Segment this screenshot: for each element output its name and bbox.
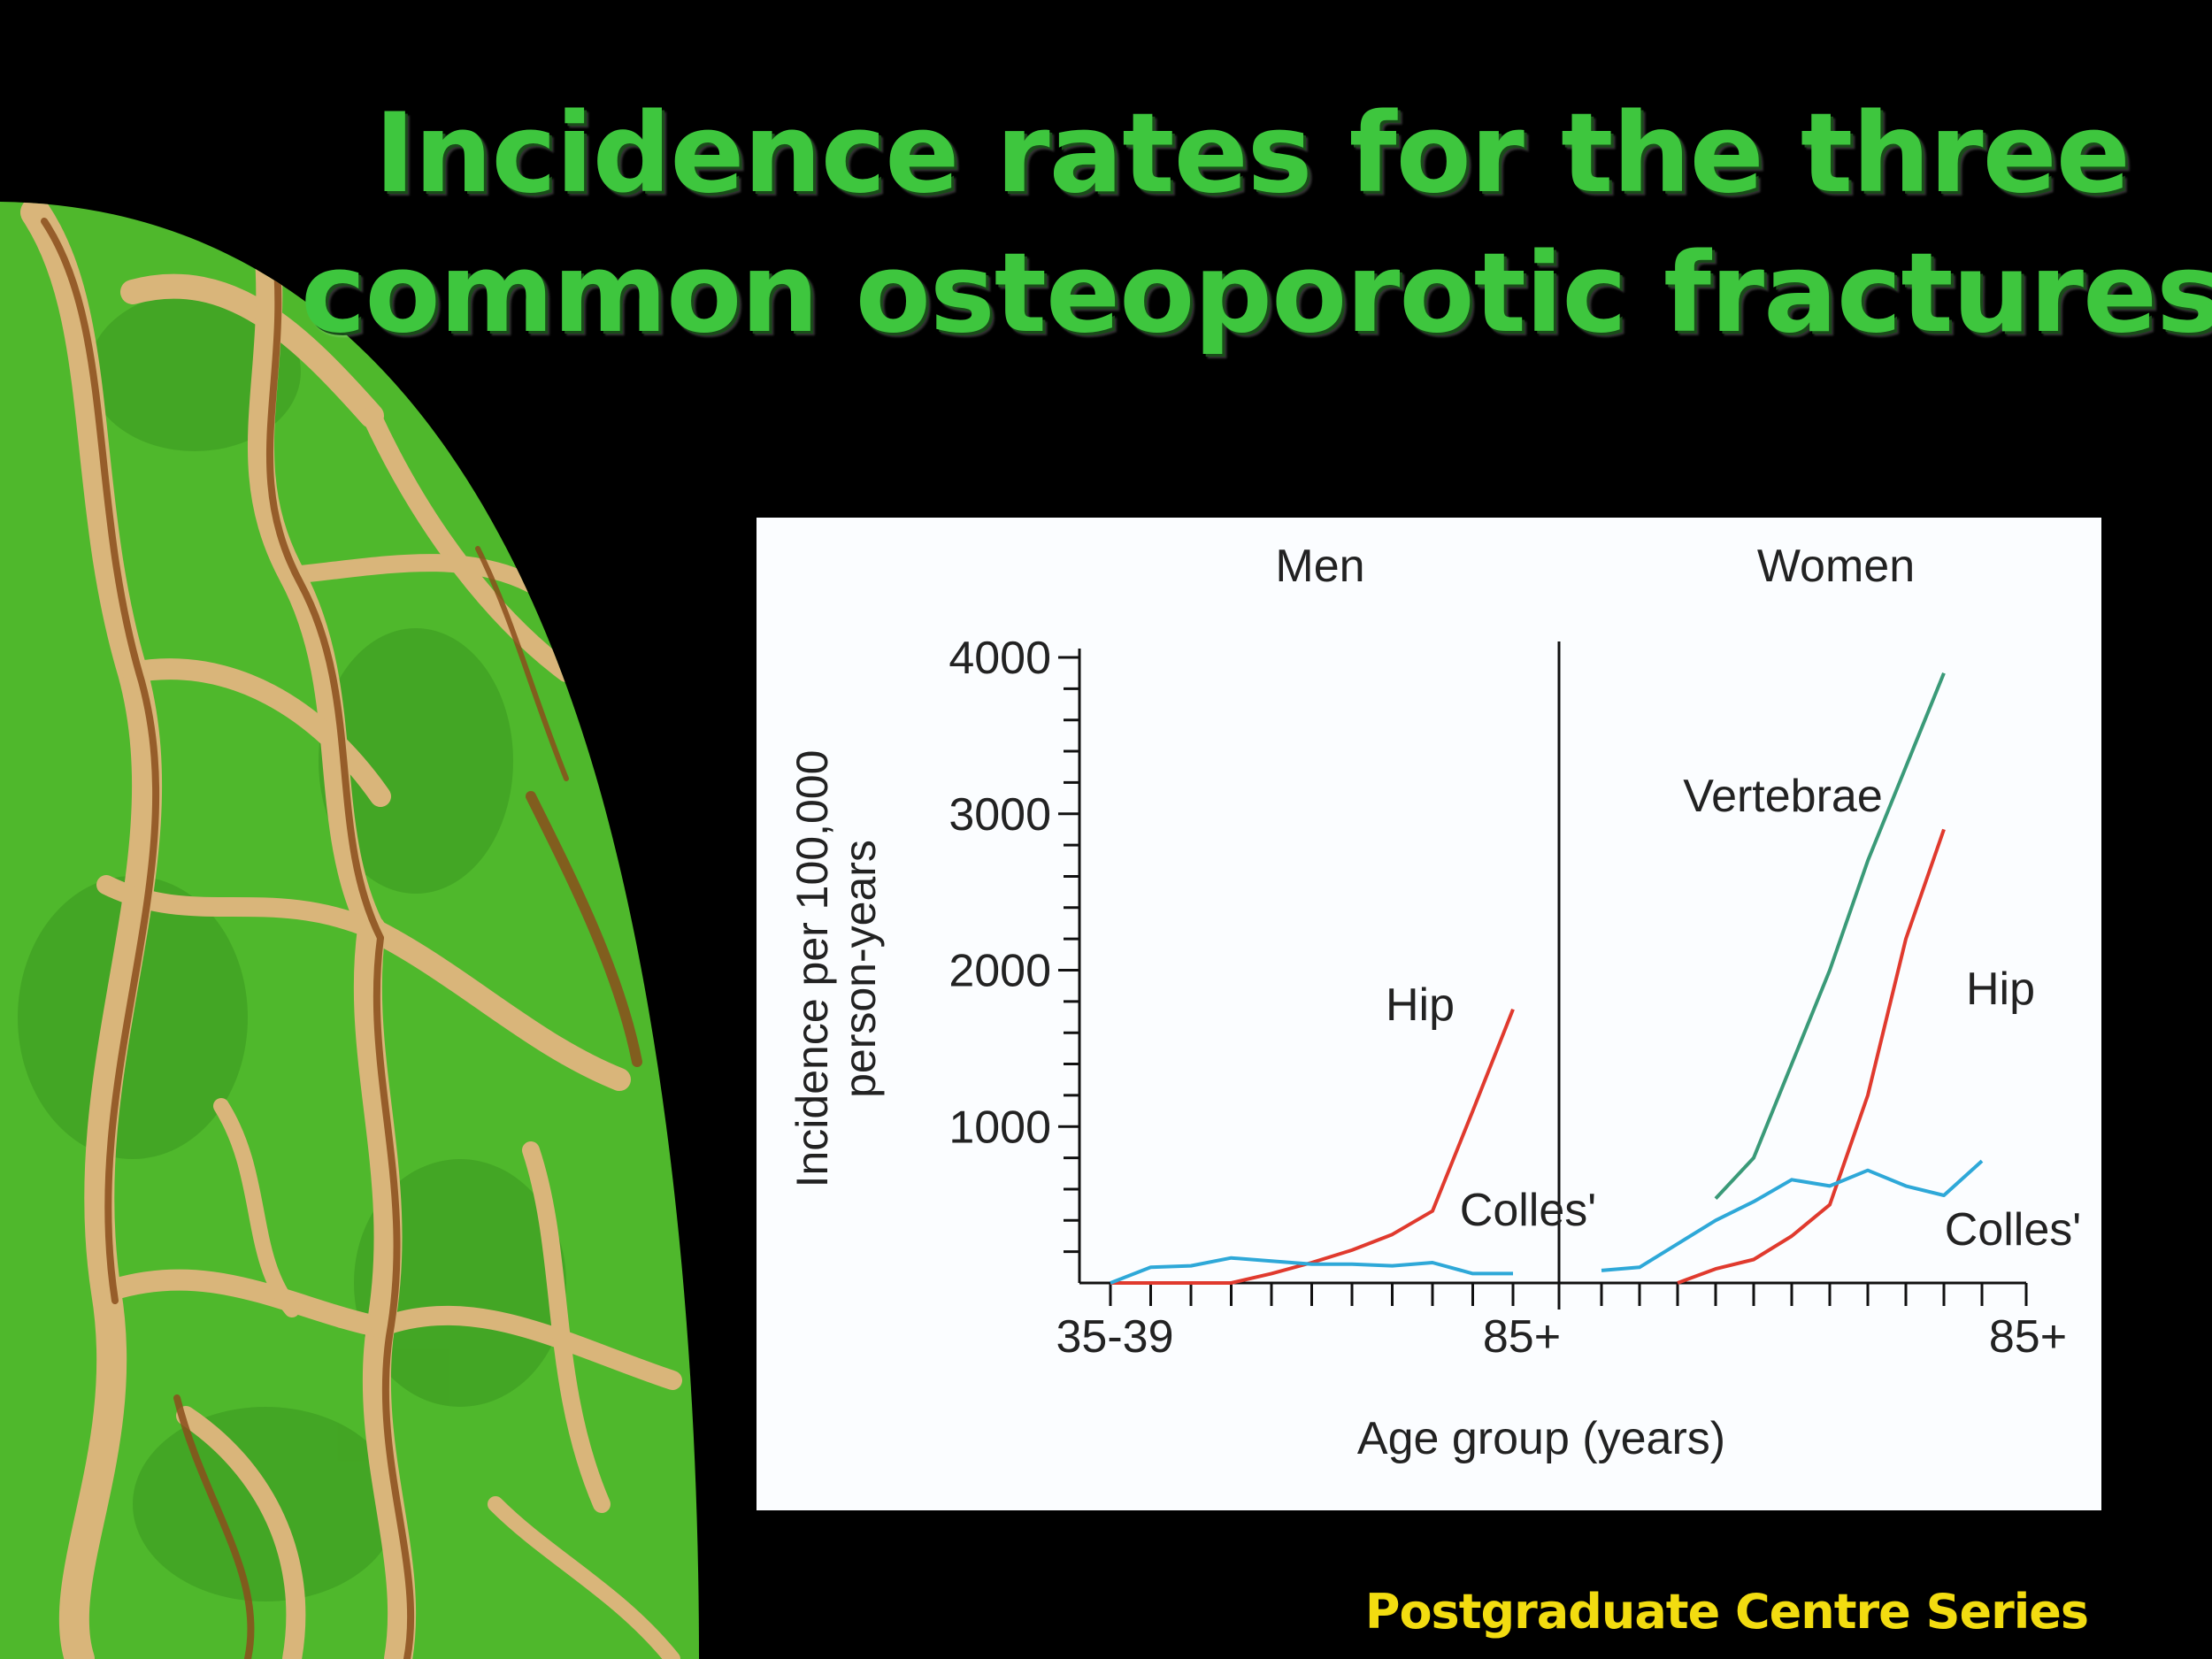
chart-series [1110, 672, 1984, 1285]
y-axis-label: Incidence per 100,000person-years [787, 750, 885, 1188]
series-label-women-hip: Hip [1966, 964, 2035, 1015]
men-hip-line [1110, 1008, 1515, 1285]
incidence-chart: 1000 2000 3000 4000 Men Women Incidence per… [787, 541, 2081, 1464]
series-label-women-vertebrae: Vertebrae [1683, 771, 1883, 822]
x-tick-label-men-first: 35-39 [1056, 1311, 1174, 1363]
series-label-women-colles: Colles' [1945, 1204, 2081, 1256]
x-axis-label: Age group (years) [1357, 1413, 1725, 1464]
panel-title-men: Men [1275, 541, 1364, 592]
women-colles-line [1601, 1159, 1984, 1272]
chart-labels: Men Women Incidence per 100,000person-ye… [787, 541, 2081, 1464]
y-tick-label: 4000 [949, 633, 1051, 684]
slide-title-line-1: Incidence rates for the three [374, 90, 2131, 218]
y-tick-label: 1000 [949, 1102, 1051, 1153]
women-vertebrae-line [1714, 672, 1946, 1200]
series-label-men-colles: Colles' [1460, 1185, 1596, 1236]
footer-series-name: Postgraduate Centre Series [1364, 1584, 2089, 1640]
slide-title-line-2: common osteoporotic fractures [301, 230, 2212, 357]
x-tick-label-men-last: 85+ [1483, 1311, 1561, 1363]
panel-title-women: Women [1757, 541, 1915, 592]
y-tick-label: 2000 [949, 946, 1051, 997]
x-tick-label-women-last: 85+ [1989, 1311, 2067, 1363]
slide-title: Incidence rates for the three common ost… [301, 84, 2212, 364]
series-label-men-hip: Hip [1386, 979, 1455, 1031]
y-tick-label: 3000 [949, 789, 1051, 841]
women-hip-line [1677, 828, 1946, 1285]
men-colles-line [1110, 1256, 1513, 1285]
chart-panel: 1000 2000 3000 4000 Men Women Incidence per… [757, 518, 2101, 1510]
